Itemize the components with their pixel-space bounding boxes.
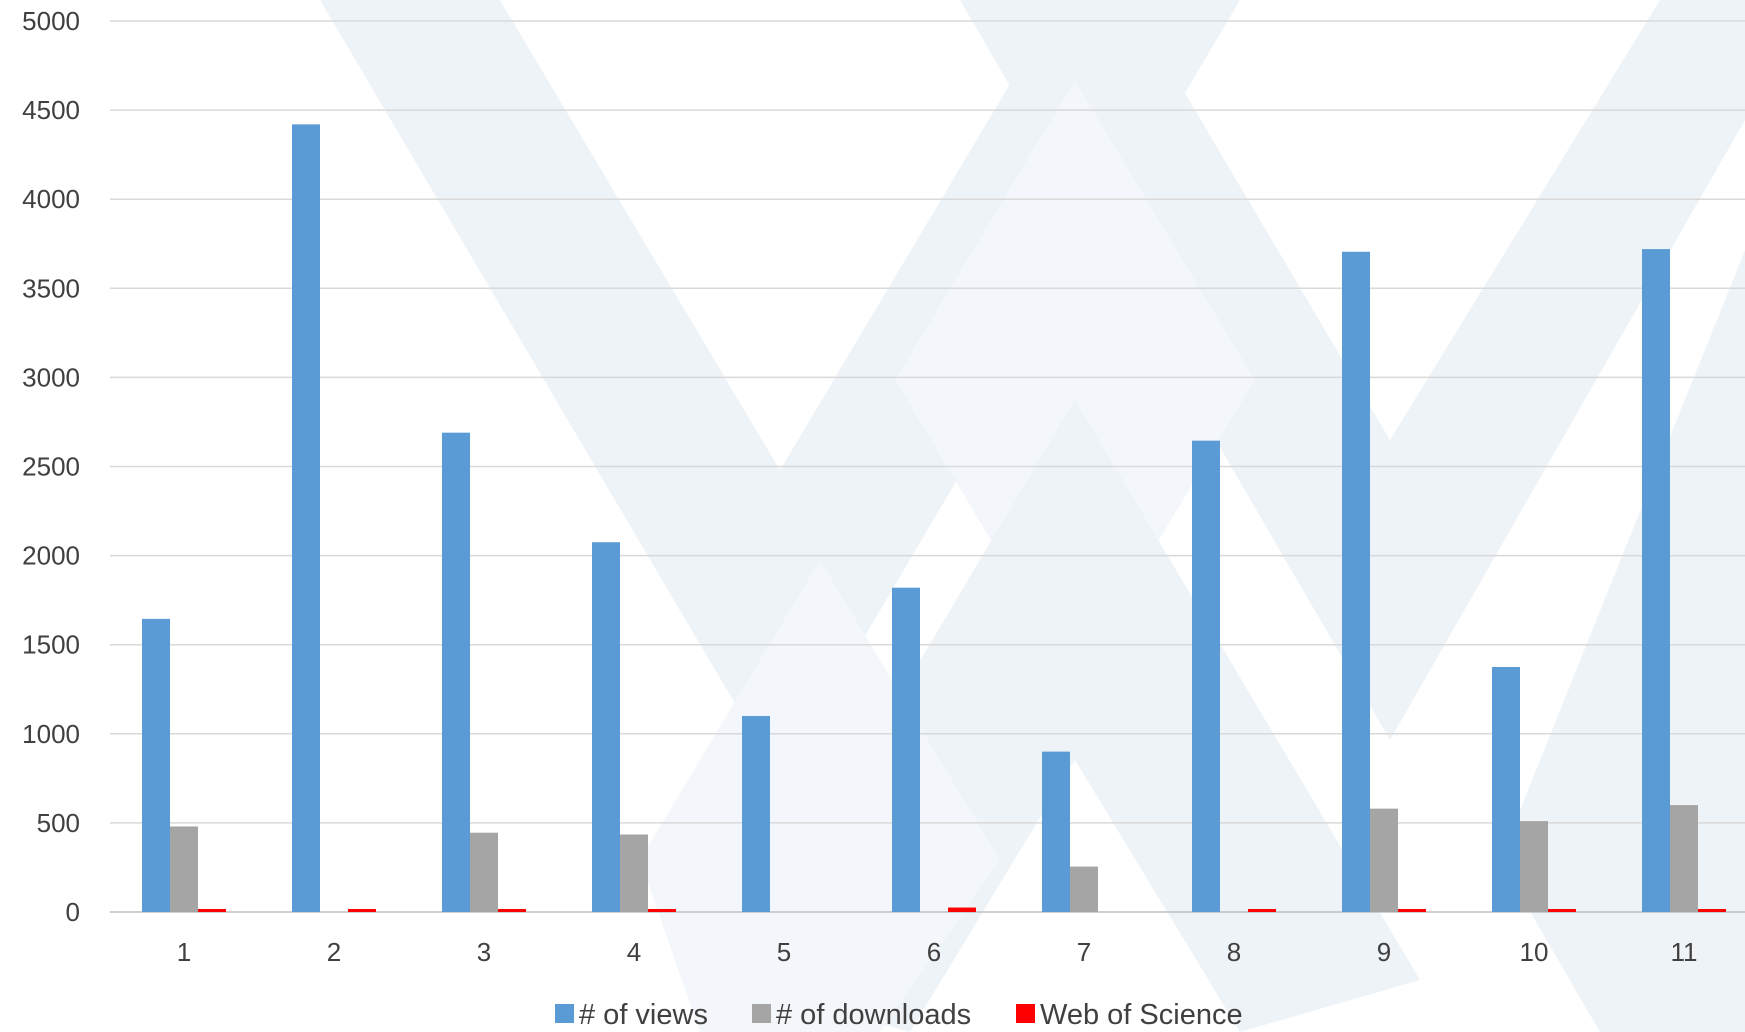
- legend: # of views # of downloads Web of Science: [555, 999, 1243, 1031]
- y-tick-label: 5000: [22, 6, 80, 36]
- bar: [198, 909, 226, 912]
- bar: [1670, 805, 1698, 912]
- x-tick-label: 3: [477, 937, 491, 967]
- bar: [620, 834, 648, 912]
- bar: [1042, 751, 1070, 912]
- y-tick-label: 500: [37, 808, 80, 838]
- legend-label: # of downloads: [776, 999, 971, 1031]
- gridlines: [110, 20, 1745, 913]
- y-tick-label: 4500: [22, 95, 80, 125]
- x-tick-label: 2: [327, 937, 341, 967]
- x-tick-label: 6: [927, 937, 941, 967]
- x-tick-label: 11: [1671, 937, 1698, 967]
- bar: [1642, 249, 1670, 912]
- bar: [1492, 666, 1520, 912]
- y-tick-label: 3500: [22, 273, 80, 303]
- bar: [1398, 909, 1426, 912]
- x-tick-label: 5: [777, 937, 791, 967]
- x-tick-label: 7: [1077, 937, 1091, 967]
- logo-watermark: [320, 0, 1745, 1032]
- y-tick-label: 3000: [22, 362, 80, 392]
- bar: [1698, 909, 1726, 912]
- y-tick-label: 2500: [22, 452, 80, 482]
- bar: [1248, 909, 1276, 912]
- x-tick-label: 10: [1520, 937, 1549, 967]
- legend-label: # of views: [579, 999, 708, 1031]
- bar: [292, 124, 320, 912]
- bar: [442, 432, 470, 912]
- bar: [1548, 909, 1576, 912]
- bar: [742, 715, 770, 912]
- bar: [170, 826, 198, 912]
- bars: [142, 124, 1726, 913]
- bar: [592, 542, 620, 912]
- y-tick-label: 1500: [22, 630, 80, 660]
- bar: [1342, 251, 1370, 913]
- y-axis: 0 500 1000 1500 2000 2500 3000 3500 4000 4500 5000: [22, 6, 80, 927]
- x-tick-label: 1: [177, 937, 191, 967]
- bar: [1070, 866, 1098, 912]
- y-tick-label: 4000: [22, 184, 80, 214]
- y-tick-label: 2000: [22, 541, 80, 571]
- bar: [648, 909, 676, 912]
- bar: [1520, 821, 1548, 912]
- legend-swatch: [752, 1004, 771, 1023]
- y-tick-label: 1000: [22, 719, 80, 749]
- y-tick-label: 0: [66, 897, 80, 927]
- bar: [948, 907, 976, 912]
- x-tick-label: 8: [1227, 937, 1241, 967]
- legend-swatch: [1016, 1004, 1035, 1023]
- bar: [348, 909, 376, 912]
- x-axis: 1 2 3 4 5 6 7 8 9 10 11: [177, 937, 1698, 967]
- legend-swatch: [555, 1004, 574, 1023]
- legend-label: Web of Science: [1040, 999, 1243, 1031]
- bar: [1370, 808, 1398, 912]
- x-tick-label: 4: [627, 937, 641, 967]
- x-tick-label: 9: [1377, 937, 1391, 967]
- bar: [470, 832, 498, 912]
- bar: [142, 618, 170, 912]
- bar: [498, 909, 526, 912]
- bar: [892, 587, 920, 912]
- bar: [1192, 440, 1220, 912]
